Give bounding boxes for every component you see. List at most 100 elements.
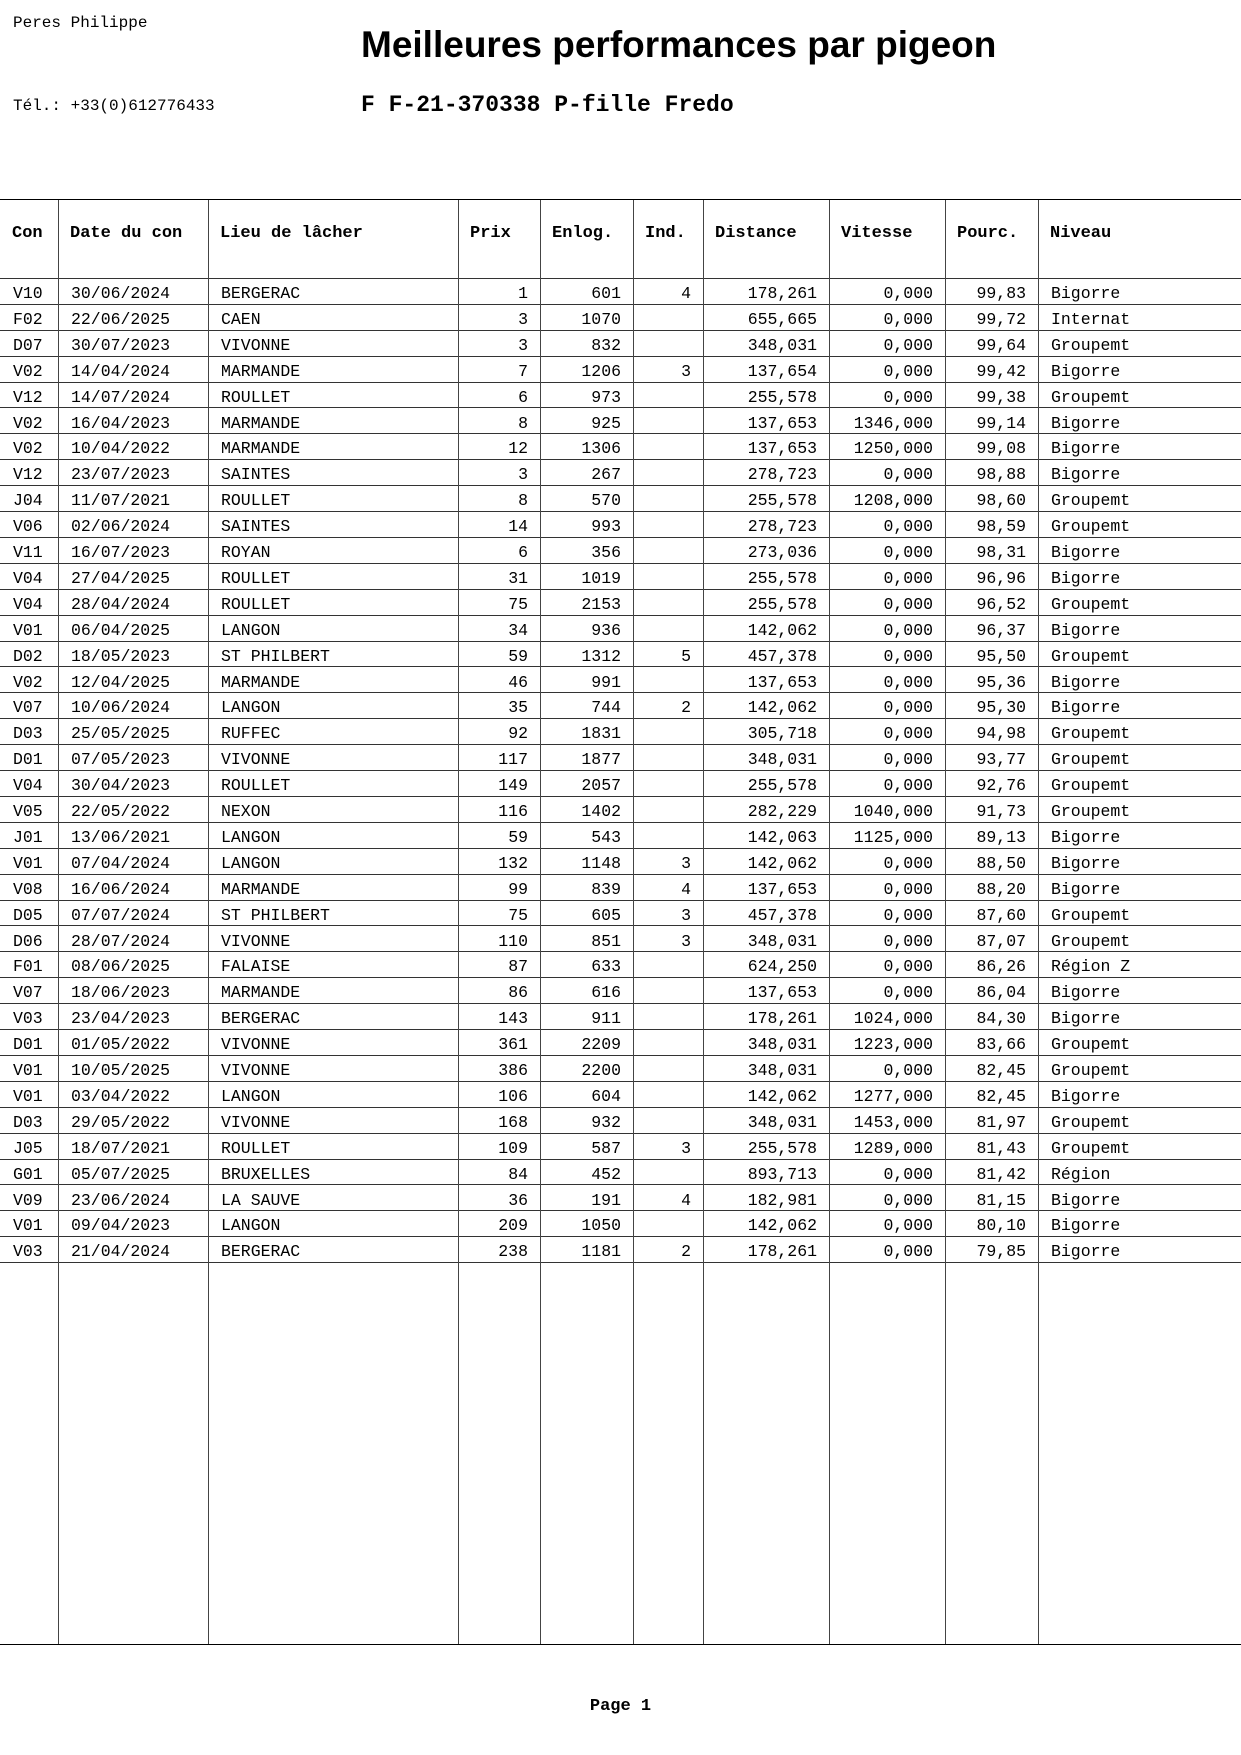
table-row: V01 06/04/2025 LANGON 34 936 142,062 0,000 96,3… <box>0 615 1241 642</box>
cell-enlog: 1019 <box>581 568 621 588</box>
cell-niveau: Groupemt <box>1051 905 1131 925</box>
cell-vitesse: 0,000 <box>883 335 933 355</box>
cell-distance: 142,063 <box>747 827 817 847</box>
cell-vitesse: 0,000 <box>883 724 933 744</box>
cell-date: 06/04/2025 <box>71 620 171 640</box>
cell-niveau: Groupemt <box>1051 802 1131 821</box>
cell-lieu: VIVONNE <box>221 1061 291 1080</box>
table-row: V12 23/07/2023 SAINTES 3 267 278,723 0,000 98,8… <box>0 459 1241 487</box>
table-row: D01 07/05/2023 VIVONNE 117 1877 348,031 0,000 9… <box>0 744 1241 772</box>
cell-date: 07/04/2024 <box>71 853 171 873</box>
cell-con: V12 <box>13 465 43 485</box>
cell-distance: 182,981 <box>747 1190 817 1210</box>
cell-niveau: Bigorre <box>1051 1216 1121 1236</box>
cell-date: 05/07/2025 <box>71 1164 171 1184</box>
cell-lieu: ROULLET <box>221 776 291 796</box>
table-row: V03 23/04/2023 BERGERAC 143 911 178,261 1024,0… <box>0 1003 1241 1031</box>
cell-con: F01 <box>13 957 43 977</box>
table-row: V04 28/04/2024 ROULLET 75 2153 255,578 0,000 96… <box>0 589 1241 616</box>
cell-distance: 137,653 <box>747 879 817 899</box>
table-row: V01 10/05/2025 VIVONNE 386 2200 348,031 0,000 8… <box>0 1055 1241 1082</box>
cell-pourc: 98,88 <box>976 465 1026 485</box>
table-row: V01 09/04/2023 LANGON 209 1050 142,062 0,000 80… <box>0 1210 1241 1238</box>
cell-distance: 137,653 <box>747 439 817 459</box>
cell-date: 16/04/2023 <box>71 413 171 433</box>
cell-enlog: 616 <box>591 983 621 1003</box>
cell-enlog: 2153 <box>581 594 621 614</box>
cell-enlog: 1877 <box>581 750 621 770</box>
cell-prix: 8 <box>518 491 528 511</box>
cell-vitesse: 0,000 <box>883 361 933 381</box>
cell-distance: 457,378 <box>747 646 817 666</box>
cell-lieu: LA SAUVE <box>221 1190 301 1210</box>
cell-enlog: 1181 <box>581 1242 621 1262</box>
cell-vitesse: 1208,000 <box>853 491 933 511</box>
cell-pourc: 89,13 <box>976 827 1026 847</box>
cell-prix: 110 <box>498 931 528 951</box>
cell-vitesse: 0,000 <box>883 1216 933 1236</box>
cell-niveau: Bigorre <box>1051 620 1121 640</box>
cell-date: 10/06/2024 <box>71 698 171 718</box>
cell-prix: 3 <box>518 465 528 485</box>
cell-vitesse: 0,000 <box>883 1164 933 1184</box>
cell-prix: 7 <box>518 361 528 381</box>
cell-vitesse: 0,000 <box>883 568 933 588</box>
table-header: Con Date du con Lieu de lâcher Prix Enlog. In… <box>0 200 1241 279</box>
cell-niveau: Groupemt <box>1051 387 1131 407</box>
cell-date: 21/04/2024 <box>71 1242 171 1262</box>
cell-enlog: 452 <box>591 1164 621 1184</box>
cell-vitesse: 0,000 <box>883 957 933 977</box>
cell-lieu: MARMANDE <box>221 983 301 1003</box>
performance-table: Con Date du con Lieu de lâcher Prix Enlog. In… <box>0 199 1241 1645</box>
cell-niveau: Groupemt <box>1051 335 1131 355</box>
cell-lieu: SAINTES <box>221 465 291 485</box>
owner-phone: Tél.: +33(0)612776433 <box>13 97 215 115</box>
cell-date: 23/04/2023 <box>71 1009 171 1029</box>
cell-lieu: LANGON <box>221 1086 281 1106</box>
cell-prix: 75 <box>508 594 528 614</box>
cell-con: V07 <box>13 698 43 718</box>
cell-enlog: 633 <box>591 957 621 977</box>
column-header-niveau: Niveau <box>1050 224 1112 243</box>
cell-lieu: ST PHILBERT <box>221 646 330 666</box>
cell-prix: 3 <box>518 335 528 355</box>
cell-date: 23/07/2023 <box>71 465 171 485</box>
cell-lieu: VIVONNE <box>221 335 291 355</box>
cell-niveau: Bigorre <box>1051 672 1121 692</box>
cell-prix: 386 <box>498 1061 528 1080</box>
column-header-con: Con <box>12 224 43 243</box>
cell-lieu: LANGON <box>221 698 281 718</box>
cell-vitesse: 0,000 <box>883 698 933 718</box>
cell-pourc: 82,45 <box>976 1061 1026 1080</box>
cell-lieu: NEXON <box>221 802 271 821</box>
cell-con: D02 <box>13 646 43 666</box>
cell-lieu: VIVONNE <box>221 1035 291 1055</box>
cell-distance: 137,653 <box>747 983 817 1003</box>
cell-lieu: LANGON <box>221 827 281 847</box>
cell-enlog: 973 <box>591 387 621 407</box>
cell-niveau: Bigorre <box>1051 1009 1121 1029</box>
cell-prix: 59 <box>508 827 528 847</box>
table-row: V01 07/04/2024 LANGON 132 1148 3 142,062 0,000 8… <box>0 848 1241 875</box>
cell-con: V04 <box>13 594 43 614</box>
cell-lieu: BRUXELLES <box>221 1164 311 1184</box>
cell-distance: 137,654 <box>747 361 817 381</box>
cell-date: 11/07/2021 <box>71 491 171 511</box>
cell-date: 13/06/2021 <box>71 827 171 847</box>
cell-prix: 34 <box>508 620 528 640</box>
cell-prix: 84 <box>508 1164 528 1184</box>
cell-date: 27/04/2025 <box>71 568 171 588</box>
cell-con: V07 <box>13 983 43 1003</box>
cell-enlog: 993 <box>591 517 621 537</box>
cell-prix: 75 <box>508 905 528 925</box>
cell-date: 09/04/2023 <box>71 1216 171 1236</box>
cell-pourc: 96,96 <box>976 568 1026 588</box>
cell-con: V05 <box>13 802 43 821</box>
cell-lieu: BERGERAC <box>221 1242 301 1262</box>
cell-enlog: 1050 <box>581 1216 621 1236</box>
cell-distance: 624,250 <box>747 957 817 977</box>
pigeon-identifier: F F-21-370338 P-fille Fredo <box>361 92 734 118</box>
cell-pourc: 99,08 <box>976 439 1026 459</box>
cell-distance: 255,578 <box>747 387 817 407</box>
cell-prix: 99 <box>508 879 528 899</box>
